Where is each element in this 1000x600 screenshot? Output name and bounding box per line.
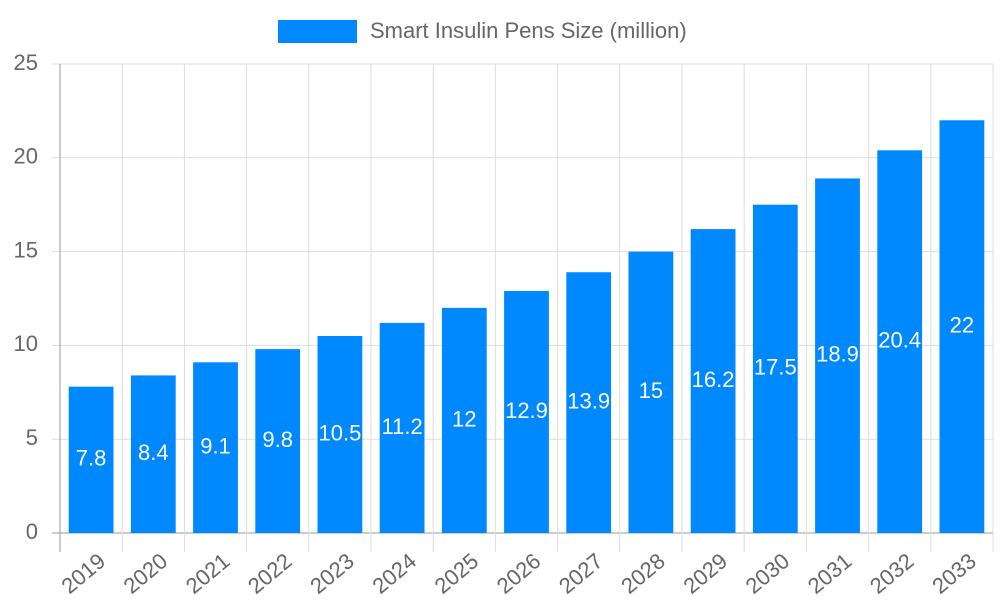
bar xyxy=(939,120,985,533)
bar xyxy=(815,178,860,533)
y-tick-label: 25 xyxy=(14,50,38,75)
data-label: 18.9 xyxy=(816,342,859,367)
x-tick-label: 2030 xyxy=(741,548,795,599)
data-label: 13.9 xyxy=(567,388,610,413)
x-tick-label: 2020 xyxy=(119,548,173,599)
bar xyxy=(441,307,487,533)
x-tick-label: 2022 xyxy=(243,548,297,599)
y-tick-label: 0 xyxy=(26,519,38,544)
data-label: 12.9 xyxy=(505,398,548,423)
y-tick-label: 5 xyxy=(26,425,38,450)
bar xyxy=(317,336,363,533)
data-label: 20.4 xyxy=(878,327,921,352)
x-tick-label: 2021 xyxy=(181,548,235,599)
bar xyxy=(690,229,736,533)
x-tick-label: 2025 xyxy=(430,548,484,599)
data-label: 9.8 xyxy=(262,427,293,452)
bar xyxy=(68,386,114,533)
bar xyxy=(566,272,612,533)
y-tick-label: 10 xyxy=(14,331,38,356)
x-tick-label: 2029 xyxy=(678,548,732,599)
bar xyxy=(193,362,238,533)
x-tick-label: 2033 xyxy=(927,548,981,599)
y-tick-label: 15 xyxy=(14,237,38,262)
x-tick-label: 2032 xyxy=(865,548,919,599)
bar xyxy=(130,375,176,533)
bar xyxy=(628,251,674,533)
x-tick-label: 2019 xyxy=(56,548,110,599)
data-label: 7.8 xyxy=(76,446,107,471)
x-tick-label: 2023 xyxy=(305,548,359,599)
x-tick-label: 2031 xyxy=(803,548,857,599)
bar xyxy=(877,150,923,533)
x-tick-label: 2026 xyxy=(492,548,546,599)
data-label: 11.2 xyxy=(382,414,423,439)
x-tick-label: 2024 xyxy=(367,548,421,599)
x-tick-label: 2028 xyxy=(616,548,670,599)
data-label: 9.1 xyxy=(200,433,231,458)
y-tick-label: 20 xyxy=(14,144,38,169)
bar xyxy=(379,322,425,533)
data-label: 12 xyxy=(452,406,476,431)
legend-swatch xyxy=(278,20,357,43)
data-label: 15 xyxy=(639,378,663,403)
data-label: 16.2 xyxy=(692,367,735,392)
bar xyxy=(504,290,549,533)
bar xyxy=(255,349,301,533)
data-label: 17.5 xyxy=(754,355,797,380)
data-label: 10.5 xyxy=(318,420,361,445)
data-label: 22 xyxy=(950,312,974,337)
bar xyxy=(752,204,798,533)
data-label: 8.4 xyxy=(138,440,169,465)
legend-label: Smart Insulin Pens Size (million) xyxy=(370,18,687,43)
x-tick-label: 2027 xyxy=(554,548,608,599)
